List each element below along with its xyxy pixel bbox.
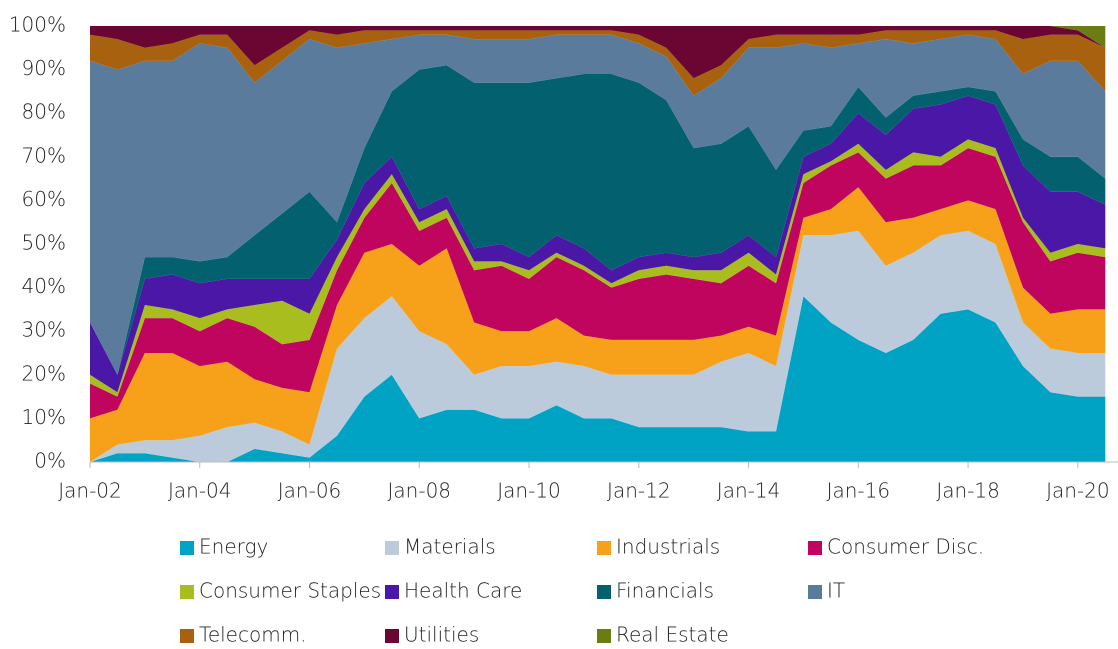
- x-tick-label: Jan-12: [607, 479, 671, 503]
- legend-label: Financials: [616, 579, 714, 603]
- legend-swatch: [597, 541, 611, 555]
- legend-swatch: [385, 629, 399, 643]
- legend-label: Energy: [199, 535, 268, 559]
- area: [90, 26, 1106, 79]
- y-tick-label: 20%: [22, 361, 66, 385]
- area: [90, 65, 1106, 375]
- legend-swatch: [597, 629, 611, 643]
- x-tick-label: Jan-10: [497, 479, 561, 503]
- legend-swatch: [808, 585, 822, 599]
- legend-label: Consumer Disc.: [827, 535, 984, 559]
- y-tick-label: 70%: [22, 143, 66, 167]
- legend-label: Real Estate: [616, 623, 729, 647]
- legend-swatch: [597, 585, 611, 599]
- y-tick-label: 90%: [22, 56, 66, 80]
- legend-label: Utilities: [404, 623, 479, 647]
- y-tick-label: 60%: [22, 187, 66, 211]
- y-tick-label: 0%: [34, 449, 66, 473]
- area: [90, 296, 1106, 462]
- x-tick-label: Jan-06: [278, 479, 342, 503]
- legend-label: Health Care: [404, 579, 522, 603]
- x-tick-label: Jan-14: [717, 479, 781, 503]
- legend-swatch: [180, 585, 194, 599]
- x-tick-label: Jan-08: [388, 479, 452, 503]
- legend-swatch: [180, 629, 194, 643]
- x-tick-label: Jan-04: [168, 479, 232, 503]
- x-tick-label: Jan-18: [936, 479, 1000, 503]
- y-tick-label: 40%: [22, 274, 66, 298]
- legend-label: Industrials: [616, 535, 720, 559]
- legend-swatch: [808, 541, 822, 555]
- y-tick-label: 50%: [22, 231, 66, 255]
- y-tick-label: 100%: [9, 13, 66, 37]
- area: [90, 187, 1106, 463]
- legend-swatch: [385, 585, 399, 599]
- y-tick-label: 30%: [22, 318, 66, 342]
- legend-label: Materials: [404, 535, 496, 559]
- legend-label: Consumer Staples: [199, 579, 381, 603]
- y-tick-label: 10%: [22, 405, 66, 429]
- x-tick-label: Jan-16: [827, 479, 891, 503]
- legend-swatch: [385, 541, 399, 555]
- area: [90, 95, 1106, 393]
- x-tick-label: Jan-20: [1046, 479, 1110, 503]
- area: [90, 30, 1106, 96]
- area: [90, 148, 1106, 419]
- legend-label: IT: [827, 579, 845, 603]
- x-tick-label: Jan-02: [58, 479, 122, 503]
- area: [90, 230, 1106, 462]
- legend-label: Telecomm.: [199, 623, 307, 647]
- y-tick-label: 80%: [22, 100, 66, 124]
- area: [90, 34, 1106, 375]
- legend-swatch: [180, 541, 194, 555]
